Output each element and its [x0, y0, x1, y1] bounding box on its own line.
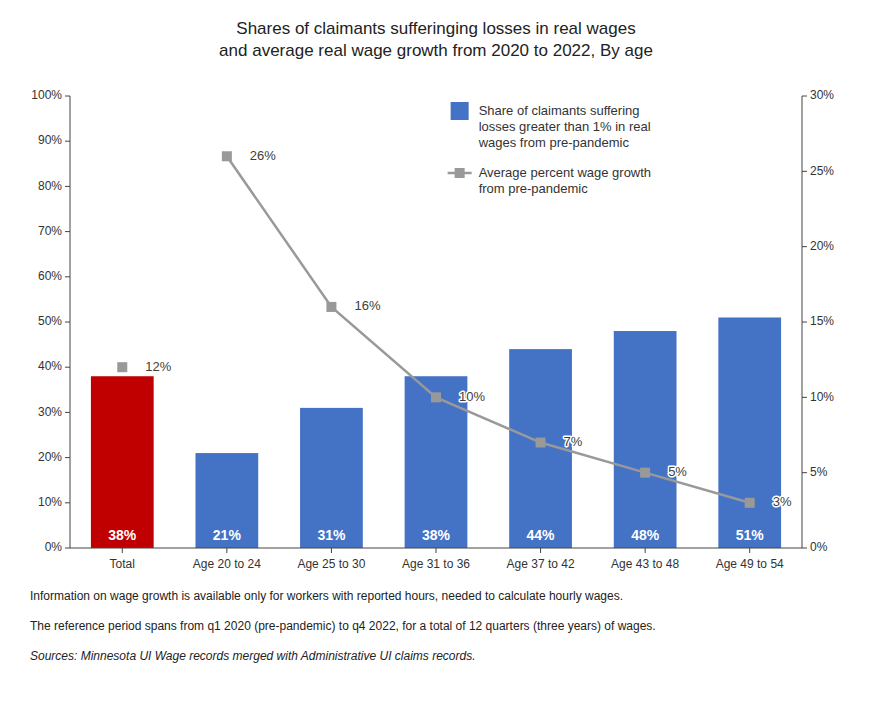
y-tick	[65, 457, 70, 458]
marker	[640, 468, 650, 478]
legend-label-line: Share of claimants suffering	[479, 103, 640, 118]
y-tick-label: 40%	[38, 359, 62, 373]
bar	[91, 376, 154, 548]
y-tick	[65, 367, 70, 368]
bar-label: 44%	[527, 527, 556, 543]
footnote: The reference period spans from q1 2020 …	[30, 619, 656, 633]
marker	[326, 302, 336, 312]
x-tick	[436, 548, 437, 553]
y2-tick	[802, 322, 807, 323]
y2-tick-label: 30%	[810, 88, 834, 102]
line-label: 10%	[459, 389, 485, 404]
x-tick-label: Age 37 to 42	[507, 557, 575, 571]
x-tick	[749, 548, 750, 553]
bar	[405, 376, 468, 548]
y-tick	[65, 186, 70, 187]
y2-tick-label: 15%	[810, 314, 834, 328]
line-label: 12%	[145, 359, 171, 374]
line	[227, 156, 750, 503]
x-tick	[540, 548, 541, 553]
y-tick	[65, 548, 70, 549]
y2-tick-label: 0%	[810, 540, 828, 554]
marker	[745, 498, 755, 508]
x-tick-label: Age 49 to 54	[716, 557, 784, 571]
legend-label-line: wages from pre-pandemic	[478, 135, 630, 150]
line-label: 26%	[250, 148, 276, 163]
y2-tick	[802, 246, 807, 247]
bar-label: 51%	[736, 527, 765, 543]
y-tick-label: 0%	[45, 540, 63, 554]
x-tick	[122, 548, 123, 553]
line-label: 3%	[773, 494, 792, 509]
bar-label: 38%	[108, 527, 137, 543]
chart: Shares of claimants sufferinging losses …	[0, 0, 872, 712]
legend-swatch	[451, 102, 469, 120]
y2-tick-label: 10%	[810, 390, 834, 404]
legend-label-line: from pre-pandemic	[479, 181, 589, 196]
bar	[614, 331, 677, 548]
x-tick-label: Total	[110, 557, 135, 571]
bar	[300, 408, 363, 548]
marks	[91, 151, 781, 548]
bar	[718, 317, 781, 548]
x-tick-label: Age 43 to 48	[611, 557, 679, 571]
marker	[117, 362, 127, 372]
x-tick-label: Age 31 to 36	[402, 557, 470, 571]
y-tick-label: 60%	[38, 269, 62, 283]
x-tick-label: Age 25 to 30	[297, 557, 365, 571]
legend: Share of claimants sufferinglosses great…	[448, 102, 651, 196]
marker	[536, 438, 546, 448]
y-tick-label: 20%	[38, 450, 62, 464]
y-tick	[65, 141, 70, 142]
y2-tick	[802, 171, 807, 172]
y-tick	[65, 502, 70, 503]
labels: 38% 21% 31% 38% 44% 48% 51% 26% 16% 10% 7% 5% 3% 12%	[108, 148, 792, 543]
legend-label-line: Average percent wage growth	[479, 165, 651, 180]
x-tick	[331, 548, 332, 553]
legend-label: Average percent wage growthfrom pre-pand…	[479, 165, 651, 196]
line-label: 16%	[354, 298, 380, 313]
marker	[431, 392, 441, 402]
y2-tick-label: 20%	[810, 239, 834, 253]
title-line: and average real wage growth from 2020 t…	[219, 41, 653, 60]
x-tick-label: Age 20 to 24	[193, 557, 261, 571]
footnote: Sources: Minnesota UI Wage records merge…	[30, 649, 476, 663]
bar-label: 38%	[422, 527, 451, 543]
axes: 0% 10% 20% 30% 40% 50% 60% 70% 80% 90% 100% 0% 5% 10%…	[31, 88, 834, 571]
y2-tick	[802, 472, 807, 473]
y2-tick	[802, 397, 807, 398]
y2-tick-label: 5%	[810, 465, 828, 479]
legend-label-line: losses greater than 1% in real	[479, 119, 651, 134]
y-tick	[65, 276, 70, 277]
y-tick-label: 30%	[38, 405, 62, 419]
line-label: 5%	[668, 464, 687, 479]
footnote: Information on wage growth is available …	[30, 589, 623, 603]
y-tick-label: 10%	[38, 495, 62, 509]
title-line: Shares of claimants sufferinging losses …	[236, 19, 635, 38]
line-label: 7%	[564, 434, 583, 449]
title: Shares of claimants sufferinging losses …	[219, 19, 653, 60]
y-tick-label: 80%	[38, 179, 62, 193]
x-tick	[226, 548, 227, 553]
y-tick-label: 70%	[38, 224, 62, 238]
y-tick	[65, 231, 70, 232]
bar-label: 31%	[317, 527, 346, 543]
y-tick-label: 100%	[31, 88, 62, 102]
bar	[195, 453, 258, 548]
legend-marker	[455, 168, 465, 178]
y2-tick	[802, 96, 807, 97]
y2-tick	[802, 548, 807, 549]
y-tick	[65, 412, 70, 413]
y-tick	[65, 96, 70, 97]
y-tick-label: 90%	[38, 133, 62, 147]
marker	[222, 151, 232, 161]
legend-label: Share of claimants sufferinglosses great…	[478, 103, 651, 150]
y2-tick-label: 25%	[810, 164, 834, 178]
bar-label: 48%	[631, 527, 660, 543]
bar-label: 21%	[213, 527, 242, 543]
x-tick	[645, 548, 646, 553]
y-tick	[65, 322, 70, 323]
y-tick-label: 50%	[38, 314, 62, 328]
